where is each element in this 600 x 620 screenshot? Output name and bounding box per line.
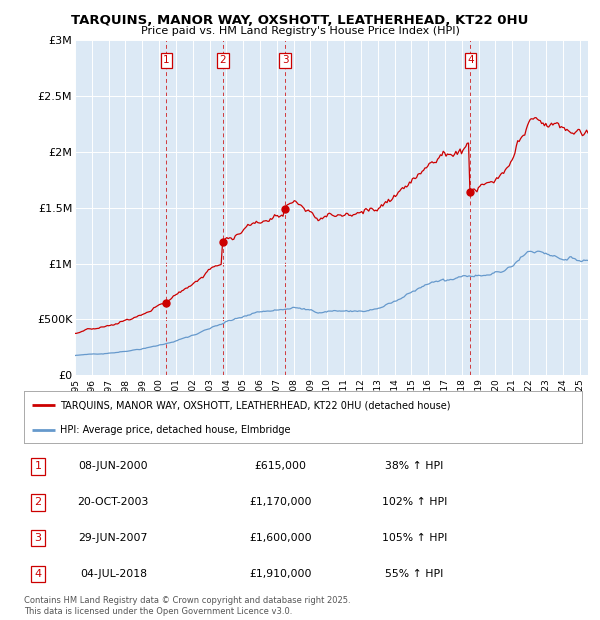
Text: 4: 4 — [34, 569, 41, 579]
Text: 105% ↑ HPI: 105% ↑ HPI — [382, 533, 447, 543]
Text: 55% ↑ HPI: 55% ↑ HPI — [385, 569, 444, 579]
Text: Contains HM Land Registry data © Crown copyright and database right 2025.
This d: Contains HM Land Registry data © Crown c… — [24, 596, 350, 616]
Text: £1,600,000: £1,600,000 — [250, 533, 312, 543]
Text: TARQUINS, MANOR WAY, OXSHOTT, LEATHERHEAD, KT22 0HU: TARQUINS, MANOR WAY, OXSHOTT, LEATHERHEA… — [71, 14, 529, 27]
Text: 04-JUL-2018: 04-JUL-2018 — [80, 569, 147, 579]
Text: 1: 1 — [163, 55, 170, 65]
Text: 29-JUN-2007: 29-JUN-2007 — [79, 533, 148, 543]
Text: 2: 2 — [34, 497, 41, 507]
Text: HPI: Average price, detached house, Elmbridge: HPI: Average price, detached house, Elmb… — [60, 425, 291, 435]
Text: 3: 3 — [34, 533, 41, 543]
Text: 08-JUN-2000: 08-JUN-2000 — [79, 461, 148, 471]
Text: 1: 1 — [34, 461, 41, 471]
Text: 102% ↑ HPI: 102% ↑ HPI — [382, 497, 447, 507]
Text: 3: 3 — [282, 55, 289, 65]
Text: £1,910,000: £1,910,000 — [250, 569, 312, 579]
Text: TARQUINS, MANOR WAY, OXSHOTT, LEATHERHEAD, KT22 0HU (detached house): TARQUINS, MANOR WAY, OXSHOTT, LEATHERHEA… — [60, 401, 451, 410]
Text: Price paid vs. HM Land Registry's House Price Index (HPI): Price paid vs. HM Land Registry's House … — [140, 26, 460, 36]
Text: £615,000: £615,000 — [254, 461, 307, 471]
Text: £1,170,000: £1,170,000 — [250, 497, 312, 507]
Text: 20-OCT-2003: 20-OCT-2003 — [77, 497, 149, 507]
Text: 38% ↑ HPI: 38% ↑ HPI — [385, 461, 444, 471]
Text: 4: 4 — [467, 55, 474, 65]
Text: 2: 2 — [220, 55, 226, 65]
